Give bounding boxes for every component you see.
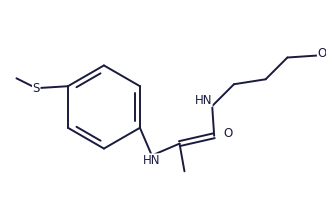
Text: S: S [33, 82, 40, 95]
Text: O: O [223, 127, 233, 140]
Text: HN: HN [143, 154, 161, 167]
Text: HN: HN [195, 94, 212, 107]
Text: O: O [318, 47, 326, 60]
